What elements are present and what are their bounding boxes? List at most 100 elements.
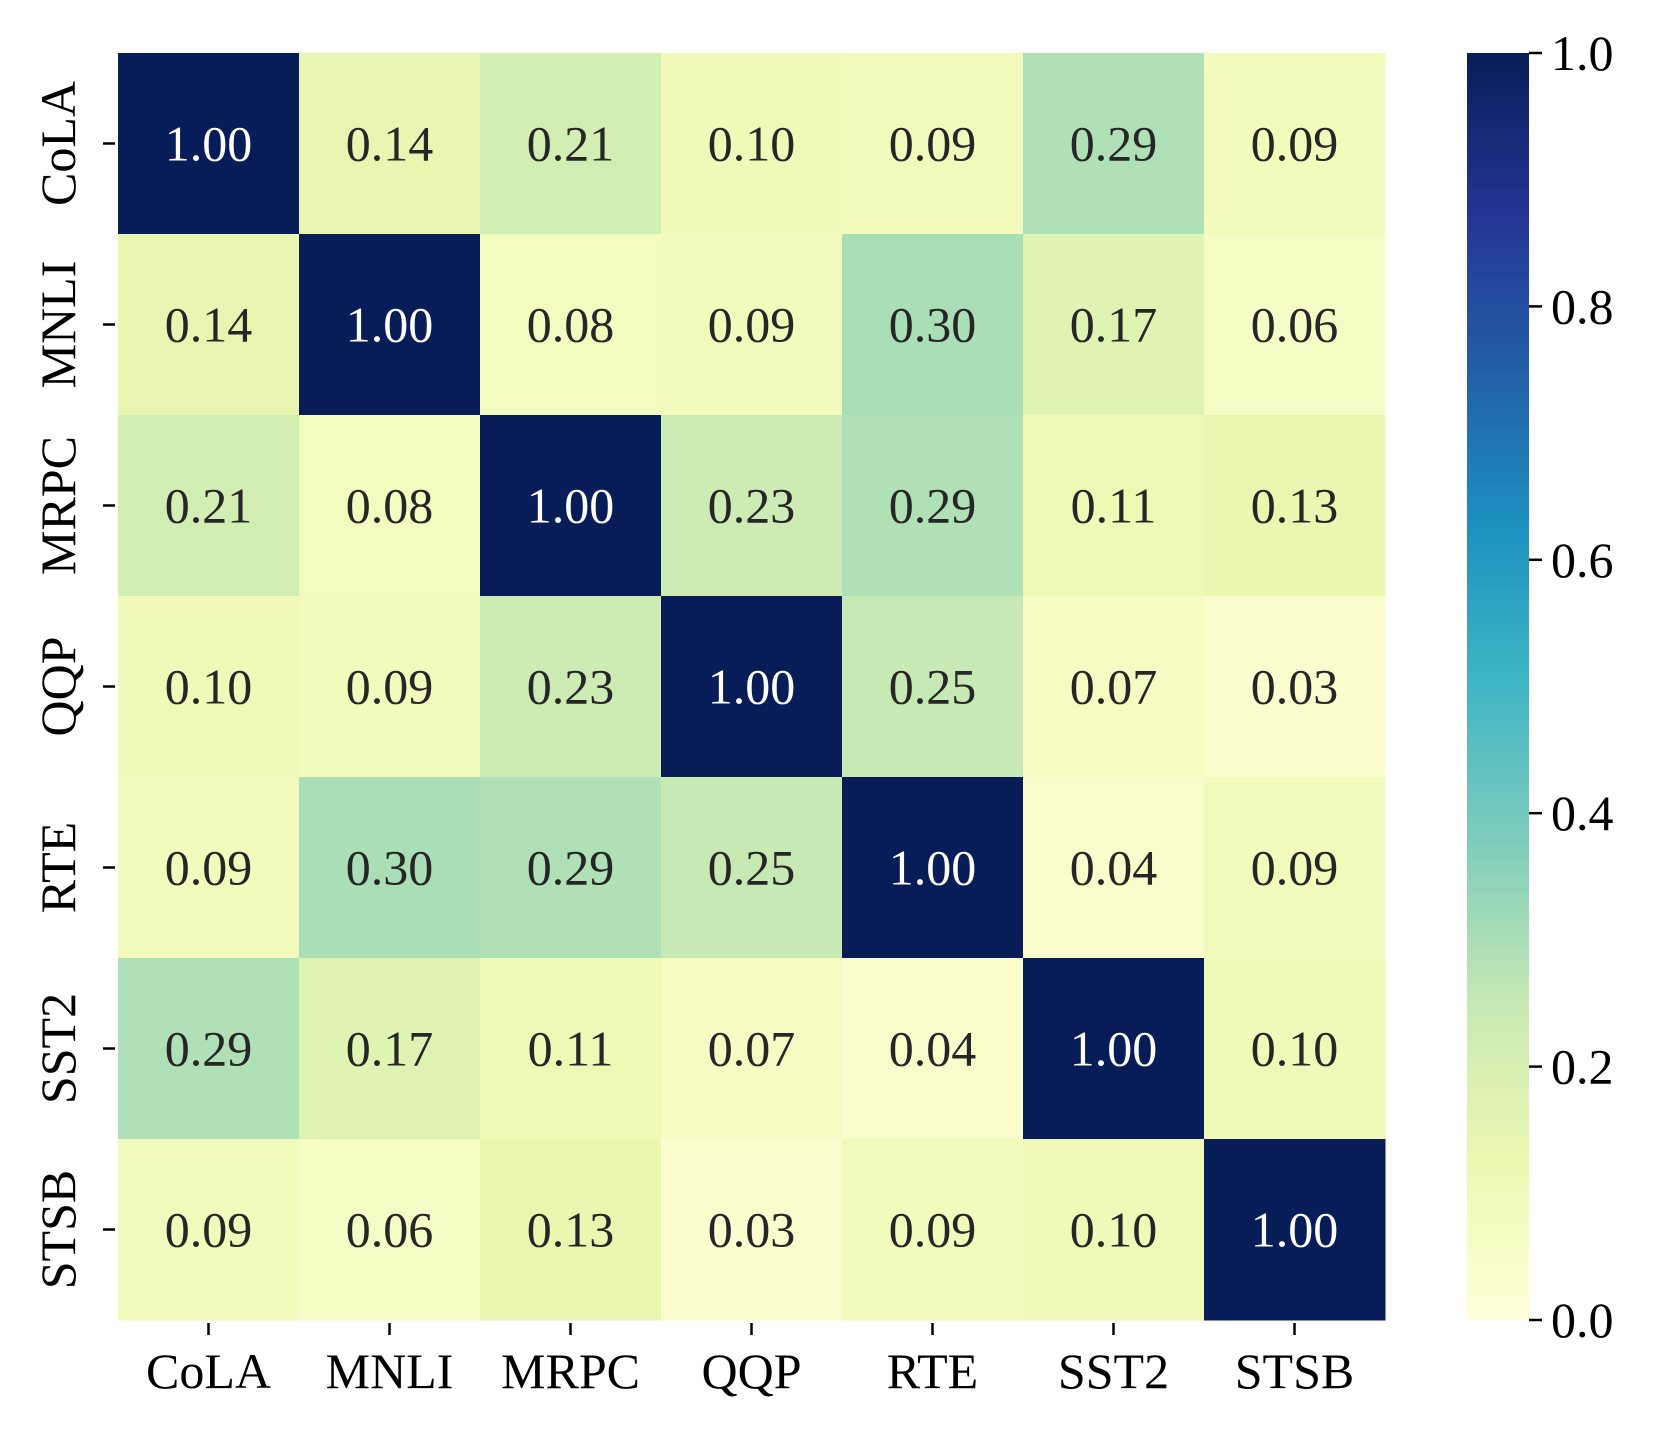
heatmap-cell-MRPC-RTE xyxy=(842,415,1024,597)
cell-value-label: 0.29 xyxy=(165,1021,253,1077)
x-tick-label: CoLA xyxy=(146,1343,271,1399)
cell-value-label: 1.00 xyxy=(165,116,253,172)
heatmap-cell-CoLA-RTE xyxy=(842,53,1024,235)
x-tick-label: QQP xyxy=(701,1343,801,1399)
heatmap-cell-MRPC-CoLA xyxy=(118,415,300,597)
cell-value-label: 0.07 xyxy=(708,1021,796,1077)
heatmap-cell-SST2-RTE xyxy=(842,958,1024,1140)
cell-value-label: 0.10 xyxy=(165,659,253,715)
heatmap-cell-STSB-STSB xyxy=(1204,1139,1386,1321)
cell-value-label: 0.10 xyxy=(1070,1202,1158,1258)
cell-value-label: 1.00 xyxy=(1070,1021,1158,1077)
heatmap-cell-RTE-RTE xyxy=(842,777,1024,959)
heatmap-cell-QQP-MNLI xyxy=(299,596,481,778)
x-tick-label: MRPC xyxy=(501,1343,640,1399)
y-tick-label: QQP xyxy=(30,636,86,736)
cell-value-label: 0.03 xyxy=(1251,659,1339,715)
colorbar-tick-label: 0.2 xyxy=(1551,1039,1614,1095)
cell-value-label: 0.30 xyxy=(346,840,434,896)
heatmap-cell-QQP-SST2 xyxy=(1023,596,1205,778)
heatmap-cell-SST2-MRPC xyxy=(480,958,662,1140)
heatmap-cell-STSB-MRPC xyxy=(480,1139,662,1321)
cell-value-label: 1.00 xyxy=(346,297,434,353)
cell-value-label: 0.06 xyxy=(346,1202,434,1258)
cell-value-label: 0.29 xyxy=(889,478,977,534)
heatmap-cell-RTE-STSB xyxy=(1204,777,1386,959)
heatmap-cell-RTE-MNLI xyxy=(299,777,481,959)
cell-value-label: 1.00 xyxy=(889,840,977,896)
cell-value-label: 0.29 xyxy=(1070,116,1158,172)
heatmap-cell-MNLI-STSB xyxy=(1204,234,1386,416)
heatmap-cell-CoLA-STSB xyxy=(1204,53,1386,235)
heatmap-cell-CoLA-MNLI xyxy=(299,53,481,235)
colorbar-tick-label: 0.0 xyxy=(1551,1292,1614,1348)
heatmap-cell-QQP-CoLA xyxy=(118,596,300,778)
heatmap-cell-RTE-QQP xyxy=(661,777,843,959)
heatmap-cell-QQP-STSB xyxy=(1204,596,1386,778)
cell-value-label: 0.09 xyxy=(165,1202,253,1258)
heatmap-cell-SST2-QQP xyxy=(661,958,843,1140)
heatmap-cell-MNLI-QQP xyxy=(661,234,843,416)
cell-value-label: 0.07 xyxy=(1070,659,1158,715)
heatmap-cell-MRPC-STSB xyxy=(1204,415,1386,597)
x-axis: CoLA MNLI MRPC QQP RTE SST2 STSB xyxy=(146,1323,1354,1399)
cell-value-label: 0.21 xyxy=(165,478,253,534)
colorbar-gradient xyxy=(1467,53,1529,1320)
cell-value-label: 1.00 xyxy=(708,659,796,715)
cell-value-label: 0.14 xyxy=(346,116,434,172)
heatmap-cell-STSB-CoLA xyxy=(118,1139,300,1321)
y-axis: CoLA MNLI MRPC QQP RTE SST2 STSB xyxy=(30,81,115,1289)
heatmap-cell-MNLI-MRPC xyxy=(480,234,662,416)
heatmap-cell-SST2-MNLI xyxy=(299,958,481,1140)
colorbar: 0.0 0.2 0.4 0.6 0.8 1.0 xyxy=(1467,25,1614,1348)
cell-value-label: 0.25 xyxy=(889,659,977,715)
cell-value-label: 0.09 xyxy=(889,1202,977,1258)
cell-value-label: 0.14 xyxy=(165,297,253,353)
heatmap-cell-STSB-QQP xyxy=(661,1139,843,1321)
cell-value-label: 0.08 xyxy=(346,478,434,534)
heatmap-cell-SST2-STSB xyxy=(1204,958,1386,1140)
heatmap-cell-MRPC-QQP xyxy=(661,415,843,597)
heatmap-cell-QQP-QQP xyxy=(661,596,843,778)
cell-value-label: 0.23 xyxy=(708,478,796,534)
heatmap-cell-CoLA-CoLA xyxy=(118,53,300,235)
cell-value-label: 0.10 xyxy=(708,116,796,172)
cell-value-label: 0.09 xyxy=(346,659,434,715)
cell-value-label: 0.10 xyxy=(1251,1021,1339,1077)
cell-value-label: 0.09 xyxy=(889,116,977,172)
cell-value-label: 0.30 xyxy=(889,297,977,353)
heatmap-cell-CoLA-MRPC xyxy=(480,53,662,235)
heatmap-cell-CoLA-SST2 xyxy=(1023,53,1205,235)
colorbar-tick-label: 0.8 xyxy=(1551,278,1614,334)
cell-value-label: 0.03 xyxy=(708,1202,796,1258)
heatmap-cell-STSB-SST2 xyxy=(1023,1139,1205,1321)
heatmap-cell-RTE-CoLA xyxy=(118,777,300,959)
cell-value-label: 0.17 xyxy=(346,1021,434,1077)
heatmap-cell-RTE-SST2 xyxy=(1023,777,1205,959)
cell-value-label: 1.00 xyxy=(527,478,615,534)
heatmap-cell-STSB-RTE xyxy=(842,1139,1024,1321)
heatmap-cell-SST2-CoLA xyxy=(118,958,300,1140)
cell-value-label: 0.13 xyxy=(1251,478,1339,534)
y-tick-label: SST2 xyxy=(30,993,86,1104)
y-tick-label: MNLI xyxy=(30,261,86,389)
cell-value-label: 0.09 xyxy=(1251,116,1339,172)
heatmap-cell-MRPC-MRPC xyxy=(480,415,662,597)
cell-value-label: 0.11 xyxy=(1071,478,1157,534)
cell-value-label: 0.29 xyxy=(527,840,615,896)
cell-value-label: 0.09 xyxy=(1251,840,1339,896)
cell-value-label: 0.25 xyxy=(708,840,796,896)
heatmap-cell-MNLI-MNLI xyxy=(299,234,481,416)
heatmap-cell-MNLI-RTE xyxy=(842,234,1024,416)
colorbar-ticks: 0.0 0.2 0.4 0.6 0.8 1.0 xyxy=(1529,25,1614,1348)
x-tick-label: RTE xyxy=(887,1343,978,1399)
cell-value-label: 0.04 xyxy=(1070,840,1158,896)
x-tick-label: STSB xyxy=(1235,1343,1355,1399)
x-tick-label: MNLI xyxy=(326,1343,454,1399)
x-tick-label: SST2 xyxy=(1058,1343,1169,1399)
heatmap-cell-MNLI-SST2 xyxy=(1023,234,1205,416)
cell-value-label: 0.21 xyxy=(527,116,615,172)
y-tick-label: MRPC xyxy=(30,436,86,575)
colorbar-tick-label: 0.4 xyxy=(1551,785,1614,841)
